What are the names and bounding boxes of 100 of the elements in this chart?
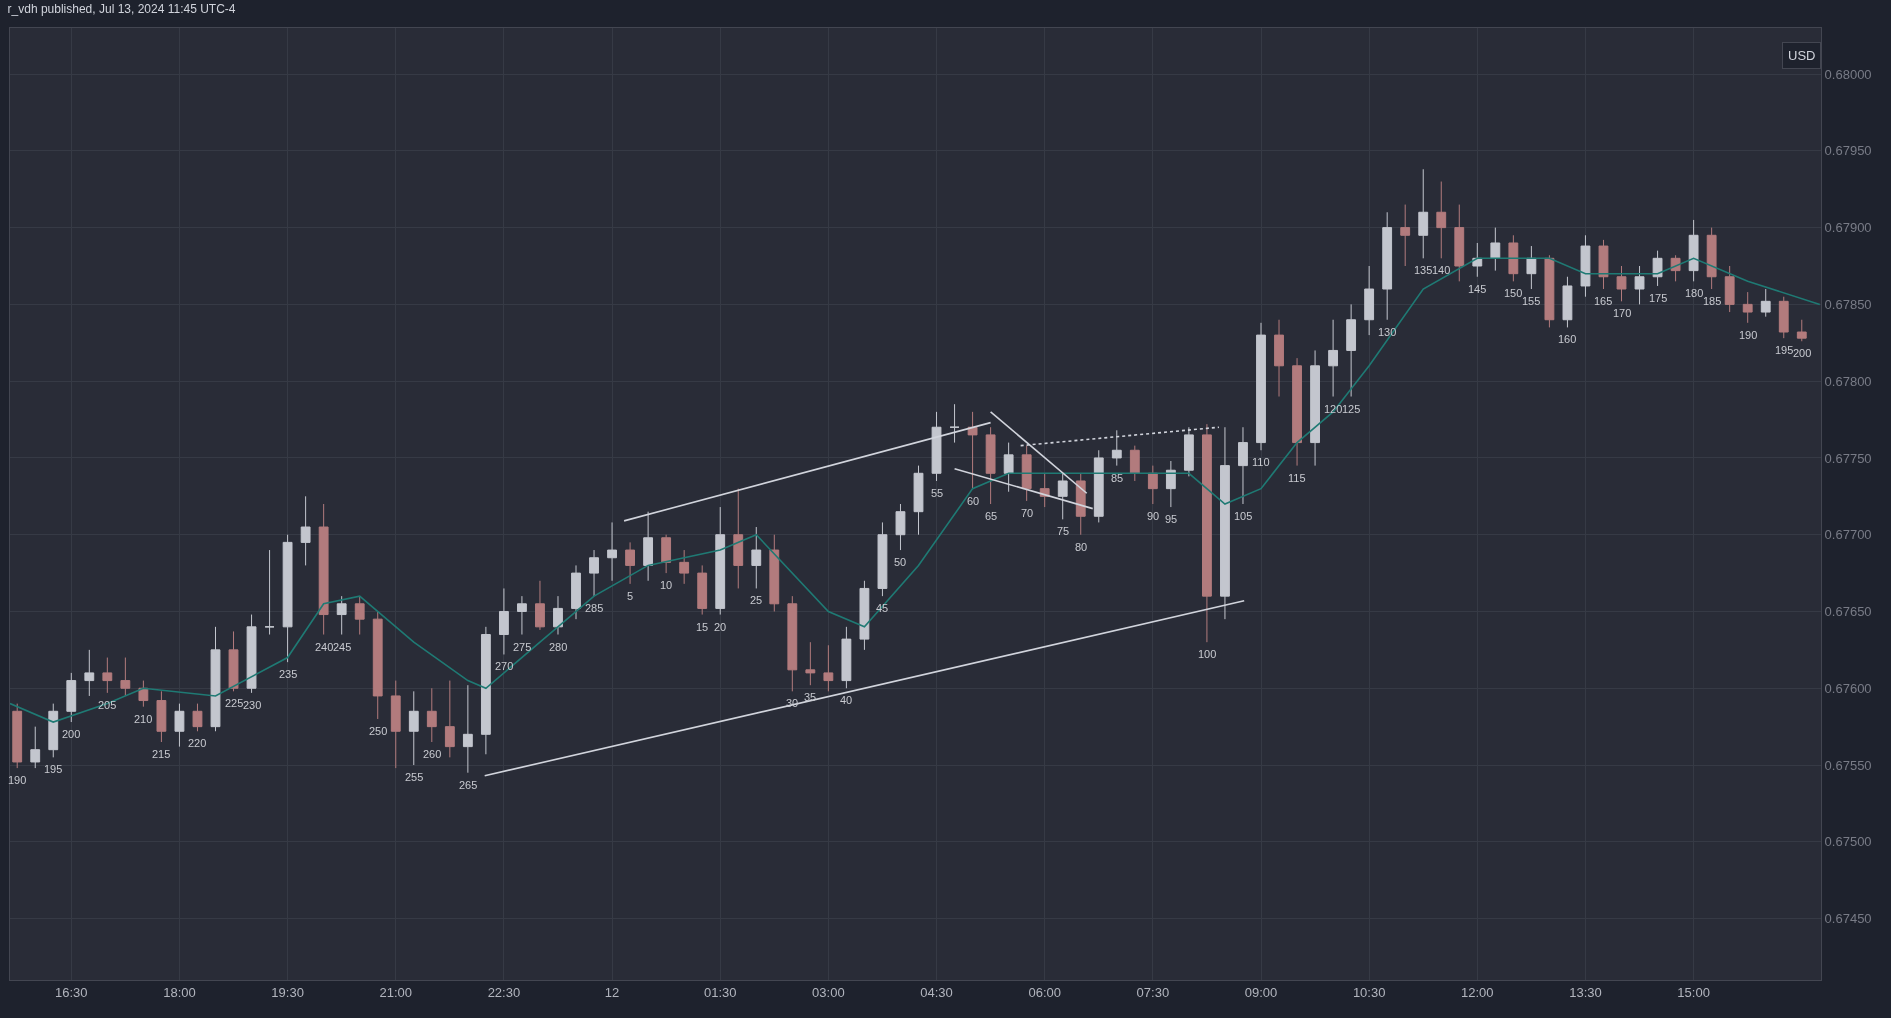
candlestick: [535, 580, 545, 631]
candlestick: [1760, 288, 1771, 318]
candlestick: [877, 521, 888, 597]
chart-title: r_vdh published, Jul 13, 2024 11:45 UTC-4: [7, 2, 236, 17]
annotation: 250: [369, 725, 388, 737]
candlestick: [571, 564, 581, 620]
candlestick: [174, 703, 185, 748]
candlestick: [228, 630, 239, 692]
x-tick-label: 15:00: [1677, 984, 1710, 1000]
candlestick: [102, 657, 113, 694]
annotation: 255: [405, 771, 424, 783]
x-tick-label: 21:00: [379, 984, 413, 1000]
candlestick: [553, 595, 563, 636]
annotation: 260: [423, 748, 442, 760]
annotation: 220: [188, 737, 207, 749]
candlestick: [1652, 250, 1663, 287]
candlestick: [1292, 357, 1302, 467]
x-tick-label: 18:00: [163, 984, 196, 1000]
annotation: 70: [1021, 507, 1034, 519]
candlestick: [1382, 211, 1393, 321]
candlestick: [1328, 319, 1339, 398]
candlestick: [48, 703, 59, 758]
annotation: 225: [225, 697, 244, 709]
candlestick: [210, 626, 221, 732]
x-tick-label: 13:30: [1569, 984, 1602, 1000]
annotation: 20: [714, 621, 727, 633]
annotation: 40: [840, 694, 853, 706]
x-tick-label: 12: [604, 984, 620, 1000]
annotation: 25: [750, 594, 763, 606]
x-tick-label: 07:30: [1136, 984, 1170, 1000]
annotation: 155: [1522, 295, 1541, 307]
candlestick: [859, 580, 870, 651]
annotation: 265: [459, 779, 478, 791]
candlestick: [1003, 442, 1014, 493]
annotation: 35: [804, 691, 817, 703]
candlestick: [769, 534, 780, 612]
candlestick: [589, 549, 599, 597]
candlestick: [1093, 449, 1104, 523]
annotation: 85: [1111, 472, 1124, 484]
annotation: 190: [1739, 329, 1758, 341]
candlestick: [264, 549, 275, 636]
annotation: 235: [279, 668, 298, 680]
annotation: 45: [876, 602, 889, 614]
annotation: 130: [1378, 326, 1397, 338]
annotation: 55: [931, 487, 944, 499]
annotation: 195: [1775, 344, 1794, 356]
annotation: 175: [1649, 292, 1668, 304]
annotation: 200: [62, 728, 81, 740]
candlestick: [1778, 296, 1789, 339]
x-tick-label: 09:00: [1244, 984, 1278, 1000]
annotation: 65: [985, 510, 998, 522]
y-tick-label: 0.67450: [1824, 911, 1872, 927]
annotation: 80: [1075, 541, 1088, 553]
y-tick-label: 0.67800: [1824, 373, 1872, 389]
x-tick-label: 19:30: [271, 984, 304, 1000]
annotation: 100: [1198, 648, 1217, 660]
annotation: 135: [1414, 264, 1433, 276]
candlestick: [949, 403, 960, 444]
candlestick: [192, 703, 203, 732]
annotation: 165: [1594, 295, 1613, 307]
annotation: 140: [1432, 264, 1451, 276]
candlestick: [625, 541, 636, 585]
candlestick: [1202, 423, 1212, 643]
annotation: 275: [513, 641, 532, 653]
y-tick-label: 0.67650: [1824, 604, 1872, 620]
candlestick: [282, 534, 293, 663]
x-tick-label: 01:30: [703, 984, 737, 1000]
candlestick: [246, 614, 257, 694]
candlestick: [390, 680, 401, 769]
annotation: 285: [585, 602, 604, 614]
candlestick: [985, 426, 996, 505]
candlestick: [30, 726, 41, 769]
candlestick: [1598, 239, 1609, 290]
candlestick: [697, 564, 708, 616]
annotation: 115: [1288, 472, 1306, 484]
candlestick: [372, 610, 383, 720]
annotation: 60: [967, 495, 980, 507]
candlestick: [895, 503, 906, 551]
candlestick: [498, 587, 509, 655]
candlestick: [1616, 265, 1627, 302]
annotation: 5: [627, 590, 634, 602]
candlestick: [1526, 245, 1537, 290]
y-tick-label: 0.67950: [1824, 143, 1872, 159]
candlestick: [1256, 322, 1266, 451]
candlestick: [805, 641, 816, 686]
y-tick-label: 0.67850: [1824, 296, 1872, 312]
candlestick: [931, 411, 942, 482]
candlestick: [1346, 303, 1357, 398]
annotation: 195: [44, 763, 63, 775]
annotation: 95: [1165, 513, 1178, 525]
annotation: 280: [549, 641, 568, 653]
candlestick: [1364, 265, 1375, 336]
candlestick: [715, 506, 726, 616]
annotation: 245: [333, 641, 352, 653]
annotation: 150: [1504, 287, 1523, 299]
candlestick: [751, 526, 762, 589]
y-tick-label: 0.68000: [1824, 66, 1872, 82]
x-tick-label: 06:00: [1028, 984, 1061, 1000]
candlestick: [661, 534, 672, 574]
annotation: 15: [696, 621, 709, 633]
